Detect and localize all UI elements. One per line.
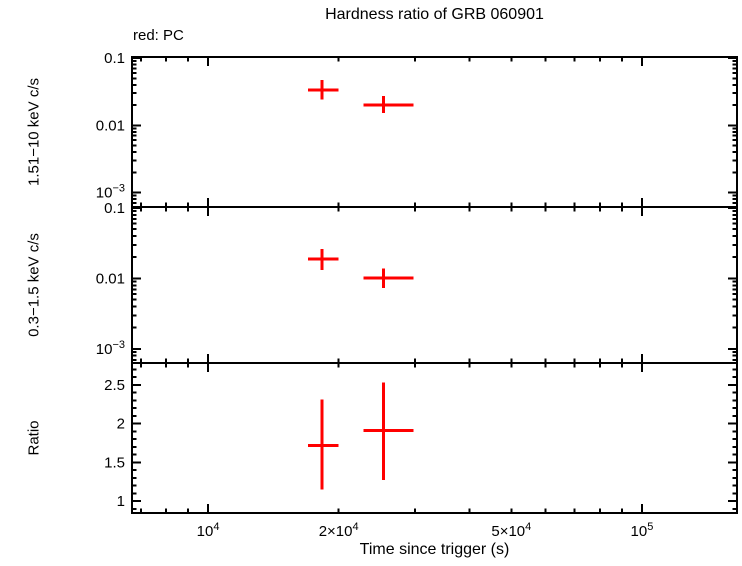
y-tick-label: 0.1: [104, 50, 125, 67]
panel-frame-hard-band: [131, 56, 738, 208]
y-tick-label: 1: [117, 493, 125, 510]
legend-mode-label: red: PC: [133, 27, 184, 44]
y-tick-label: 2: [117, 416, 125, 433]
panel-frame-soft-band: [131, 206, 738, 364]
y-tick-label: 0.01: [96, 270, 125, 287]
y-tick-label: 0.1: [104, 200, 125, 217]
x-tick-label: 2×104: [319, 521, 359, 540]
y-tick-label: 10−3: [96, 183, 125, 202]
x-tick-label: 5×104: [491, 521, 531, 540]
y-tick-label: 0.01: [96, 117, 125, 134]
x-tick-label: 104: [197, 521, 220, 540]
y-tick-label: 2.5: [104, 377, 125, 394]
x-tick-label: 105: [631, 521, 654, 540]
y-tick-label: 1.5: [104, 454, 125, 471]
x-axis-label: Time since trigger (s): [359, 541, 510, 558]
chart-title: Hardness ratio of GRB 060901: [325, 6, 544, 23]
y-tick-label: 10−3: [96, 339, 125, 358]
panel-frame-ratio: [131, 362, 738, 514]
